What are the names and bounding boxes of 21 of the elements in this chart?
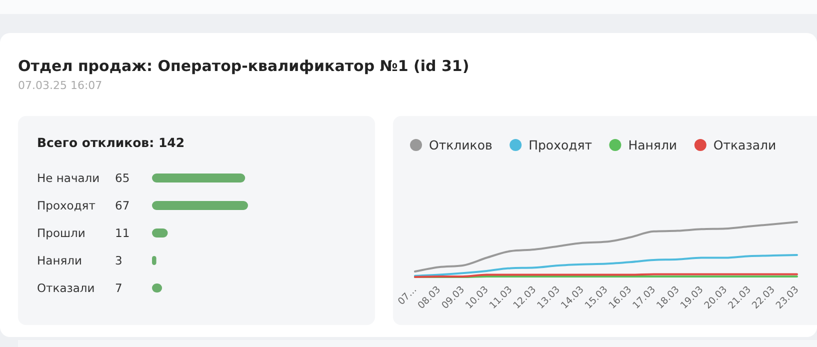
data-label: 7 <box>115 281 122 295</box>
data-label: 3 <box>115 254 122 268</box>
text: Отдел продаж: Оператор-квалификатор №1 (id 31) <box>18 57 470 75</box>
data-label: 67 <box>115 198 130 212</box>
legend-label: Наняли <box>628 138 678 152</box>
legend-label: Отказали <box>713 138 776 152</box>
chart-title: Всего откликов: 142 <box>37 135 185 150</box>
y-tick-label: Проходят <box>37 198 96 212</box>
data-label: 65 <box>115 171 130 185</box>
bar <box>152 174 246 182</box>
x-tick-label: 07… <box>396 284 420 308</box>
bar <box>152 201 248 210</box>
data-label: 11 <box>115 226 130 240</box>
bar <box>152 256 156 265</box>
y-tick-label: Наняли <box>37 254 82 268</box>
y-tick-label: Прошли <box>37 226 86 240</box>
y-tick-label: Отказали <box>37 281 95 295</box>
legend-label: Проходят <box>528 138 592 152</box>
y-tick-label: Не начали <box>37 171 100 185</box>
legend-label: Откликов <box>429 138 492 152</box>
text: 07.03.25 16:07 <box>18 79 102 92</box>
